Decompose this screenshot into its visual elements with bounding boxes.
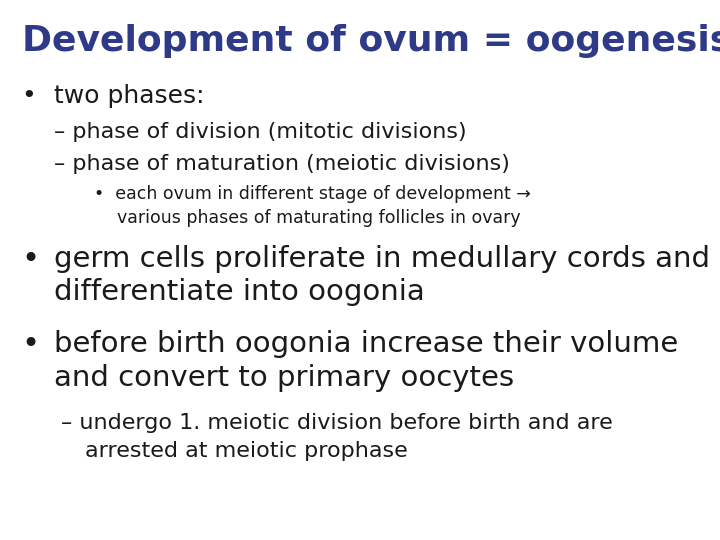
Text: – phase of maturation (meiotic divisions): – phase of maturation (meiotic divisions… xyxy=(54,154,510,174)
Text: before birth oogonia increase their volume
and convert to primary oocytes: before birth oogonia increase their volu… xyxy=(54,330,678,392)
Text: •: • xyxy=(22,245,40,274)
Text: two phases:: two phases: xyxy=(54,84,204,107)
Text: germ cells proliferate in medullary cords and
differentiate into oogonia: germ cells proliferate in medullary cord… xyxy=(54,245,710,306)
Text: – undergo 1. meiotic division before birth and are: – undergo 1. meiotic division before bir… xyxy=(61,413,613,433)
Text: •: • xyxy=(22,330,40,360)
Text: – phase of division (mitotic divisions): – phase of division (mitotic divisions) xyxy=(54,122,467,141)
Text: •: • xyxy=(22,84,36,107)
Text: Development of ovum = oogenesis 1.: Development of ovum = oogenesis 1. xyxy=(22,24,720,58)
Text: various phases of maturating follicles in ovary: various phases of maturating follicles i… xyxy=(117,209,521,227)
Text: arrested at meiotic prophase: arrested at meiotic prophase xyxy=(85,441,408,461)
Text: •  each ovum in different stage of development →: • each ovum in different stage of develo… xyxy=(94,185,531,202)
